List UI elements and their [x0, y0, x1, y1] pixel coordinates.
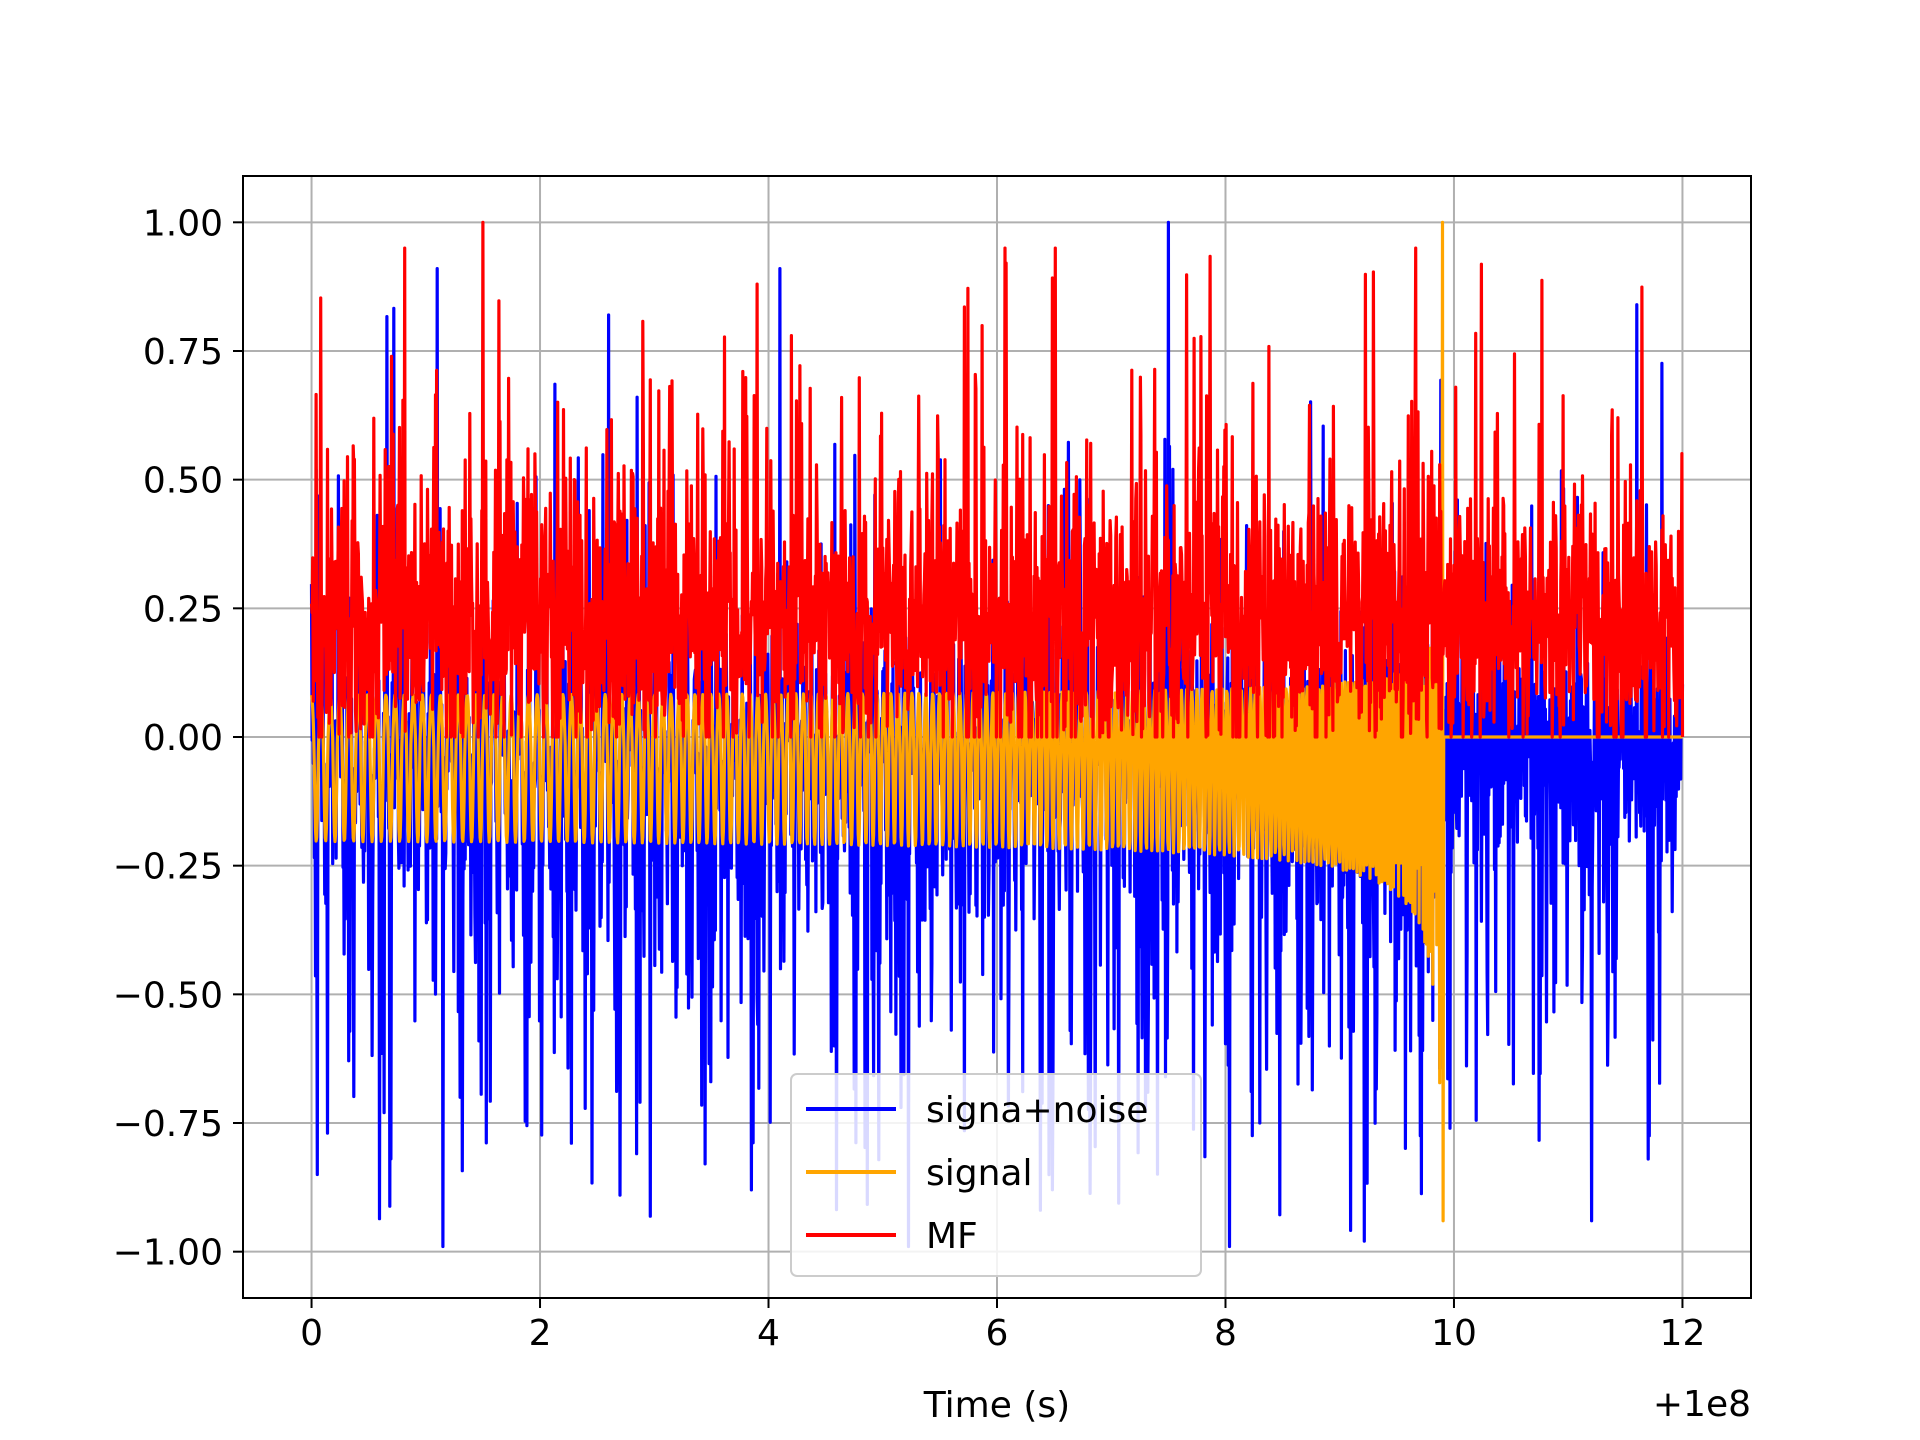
- y-tick-label: −0.50: [113, 975, 223, 1016]
- x-tick-label: 4: [757, 1313, 780, 1354]
- x-tick-label: 12: [1660, 1313, 1706, 1354]
- y-tick-label: −1.00: [113, 1233, 223, 1274]
- legend-label-mf: MF: [926, 1216, 978, 1257]
- y-tick-label: −0.25: [113, 847, 223, 888]
- y-tick-label: 0.75: [143, 332, 223, 373]
- y-axis-ticks: 1.00 0.75 0.50 0.25 0.00 −0.25 −0.50 −0.75 −1.00: [113, 203, 243, 1274]
- legend-label-signal: signal: [926, 1153, 1033, 1194]
- legend: signa+noise signal MF: [790, 1073, 1202, 1277]
- legend-label-signal-plus-noise: signa+noise: [926, 1090, 1148, 1131]
- x-tick-label: 2: [529, 1313, 552, 1354]
- x-axis-label: Time (s): [923, 1385, 1070, 1426]
- x-tick-label: 10: [1431, 1313, 1477, 1354]
- series-line-signal: [309, 220, 1684, 1223]
- x-tick-label: 8: [1214, 1313, 1237, 1354]
- series-layer: [309, 220, 1685, 1249]
- y-tick-label: 0.25: [143, 589, 223, 630]
- series-line-mf: [309, 220, 1685, 739]
- x-tick-label: 6: [986, 1313, 1009, 1354]
- x-axis-offset-label: +1e8: [1653, 1384, 1751, 1425]
- y-tick-label: 1.00: [143, 203, 223, 244]
- legend-box: [790, 1073, 1202, 1277]
- y-tick-label: −0.75: [113, 1104, 223, 1145]
- x-axis-ticks: 0 2 4 6 8 10 12: [300, 1298, 1705, 1354]
- y-tick-label: 0.00: [143, 718, 223, 759]
- x-tick-label: 0: [300, 1313, 323, 1354]
- y-tick-label: 0.50: [143, 461, 223, 502]
